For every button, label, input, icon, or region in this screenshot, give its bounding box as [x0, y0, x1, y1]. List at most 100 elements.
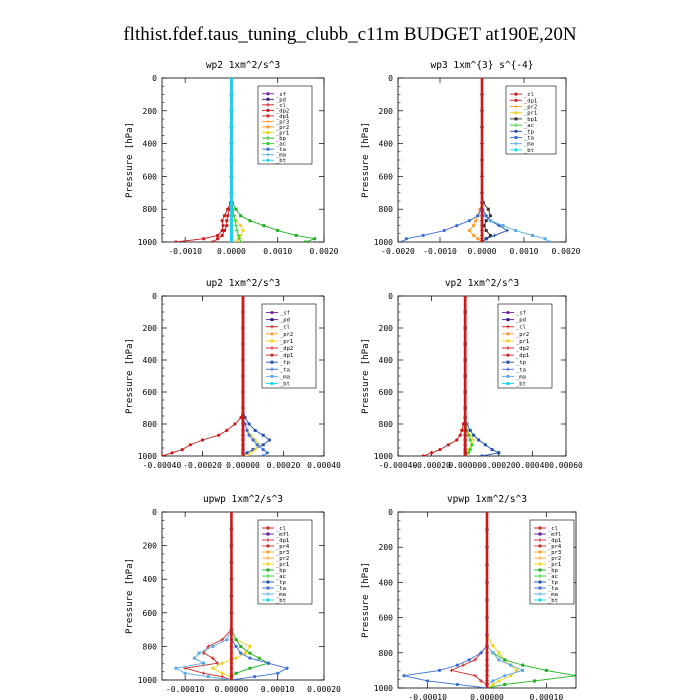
legend-label: _bp — [276, 568, 286, 574]
legend-marker — [538, 562, 542, 566]
data-point — [485, 673, 489, 678]
y-axis-label: Pressure [hPa] — [361, 562, 371, 638]
data-point — [463, 390, 467, 394]
data-point — [174, 240, 178, 242]
data-point — [492, 233, 497, 238]
legend-label: _bt — [548, 598, 558, 604]
data-point — [485, 682, 489, 687]
legend-label: _pr3 — [276, 550, 289, 556]
data-point — [252, 675, 257, 679]
data-point — [234, 644, 238, 649]
data-point — [237, 236, 242, 241]
data-point — [400, 240, 404, 242]
legend-marker — [266, 598, 270, 602]
data-point — [480, 109, 484, 113]
legend-label: _pr4 — [548, 544, 562, 550]
x-tick-label: 0.00020 — [307, 685, 341, 694]
data-point — [485, 615, 489, 620]
data-point — [458, 433, 462, 437]
data-point — [463, 433, 467, 437]
data-point — [485, 668, 489, 673]
legend-label: _ma — [280, 374, 290, 380]
series-group — [421, 296, 501, 456]
x-tick-label: -0.00040 — [379, 461, 418, 470]
data-point — [490, 448, 494, 452]
series-line — [403, 512, 488, 688]
y-tick-label: 400 — [379, 356, 394, 365]
data-point — [455, 663, 459, 667]
legend-marker — [270, 374, 274, 378]
data-point — [430, 451, 434, 455]
data-point — [241, 296, 245, 298]
data-point — [515, 668, 519, 673]
data-point — [248, 651, 252, 655]
legend-marker — [514, 92, 518, 96]
data-point — [229, 228, 234, 233]
data-point — [480, 92, 484, 97]
data-point — [239, 214, 243, 218]
data-point — [503, 658, 507, 662]
legend-marker — [538, 598, 542, 602]
data-point — [261, 433, 265, 437]
legend-marker — [538, 526, 542, 530]
legend-label: _pr3 — [548, 550, 561, 556]
legend-label: _sf — [516, 311, 526, 317]
legend-marker — [538, 544, 542, 548]
data-point — [480, 141, 484, 146]
data-point — [241, 443, 245, 447]
data-point — [509, 663, 513, 667]
legend-marker — [270, 332, 274, 336]
data-point — [241, 310, 245, 314]
panel-title: vpwp 1xm^2/s^3 — [447, 494, 527, 505]
y-tick-label: 600 — [379, 388, 394, 397]
data-point — [442, 228, 446, 233]
data-point — [229, 207, 234, 211]
legend-label: _pr1 — [548, 562, 561, 568]
data-point — [229, 78, 234, 80]
data-point — [285, 666, 289, 670]
data-point — [220, 219, 224, 223]
data-point — [402, 674, 406, 678]
data-point — [221, 224, 225, 228]
data-point — [220, 233, 224, 237]
data-point — [229, 651, 234, 655]
y-tick-label: 1000 — [138, 238, 157, 247]
legend-label: _ta — [548, 586, 558, 592]
x-tick-label: 0.00000 — [215, 685, 249, 694]
chart-panel: vpwp 1xm^2/s^3 Pressure [hPa] 0 200 400 600 80… — [361, 494, 577, 700]
legend-marker — [506, 360, 510, 364]
series-line — [185, 512, 232, 680]
legend-marker — [266, 97, 270, 101]
data-point — [485, 643, 489, 648]
data-point — [488, 219, 492, 223]
legend-label: _pr4 — [276, 544, 290, 550]
data-point — [229, 237, 234, 241]
data-point — [262, 224, 266, 228]
panels-group: wp2 1xm^2/s^3 Pressure [hPa] 0 200 400 600 800… — [125, 60, 583, 700]
series-line — [212, 78, 232, 242]
series-group — [174, 512, 289, 680]
y-tick-label: 600 — [379, 172, 394, 181]
legend-label: _pd — [276, 97, 286, 103]
legend-label: _mfl — [548, 532, 561, 538]
data-point — [488, 214, 492, 218]
data-point — [229, 92, 234, 96]
chart-panel: wp3 1xm^{3} s^{-4} Pressure [hPa] 0 200 400 6… — [361, 60, 581, 256]
y-axis-label: Pressure [hPa] — [361, 122, 371, 198]
x-tick-label: 0.00020 — [482, 461, 516, 470]
data-point — [241, 342, 245, 346]
legend-label: _bt — [276, 598, 286, 604]
legend-label: _dp1 — [548, 538, 561, 544]
y-tick-label: 0 — [152, 292, 157, 301]
data-point — [473, 673, 477, 678]
data-point — [229, 512, 234, 514]
legend-label: _pr1 — [280, 339, 293, 345]
y-tick-label: 800 — [379, 649, 394, 658]
data-point — [247, 433, 251, 437]
data-point — [229, 125, 234, 129]
y-tick-label: 200 — [143, 542, 158, 551]
data-point — [468, 448, 472, 452]
legend-marker — [266, 108, 270, 112]
x-tick-label: 0.00060 — [549, 461, 583, 470]
legend-marker — [514, 98, 518, 102]
